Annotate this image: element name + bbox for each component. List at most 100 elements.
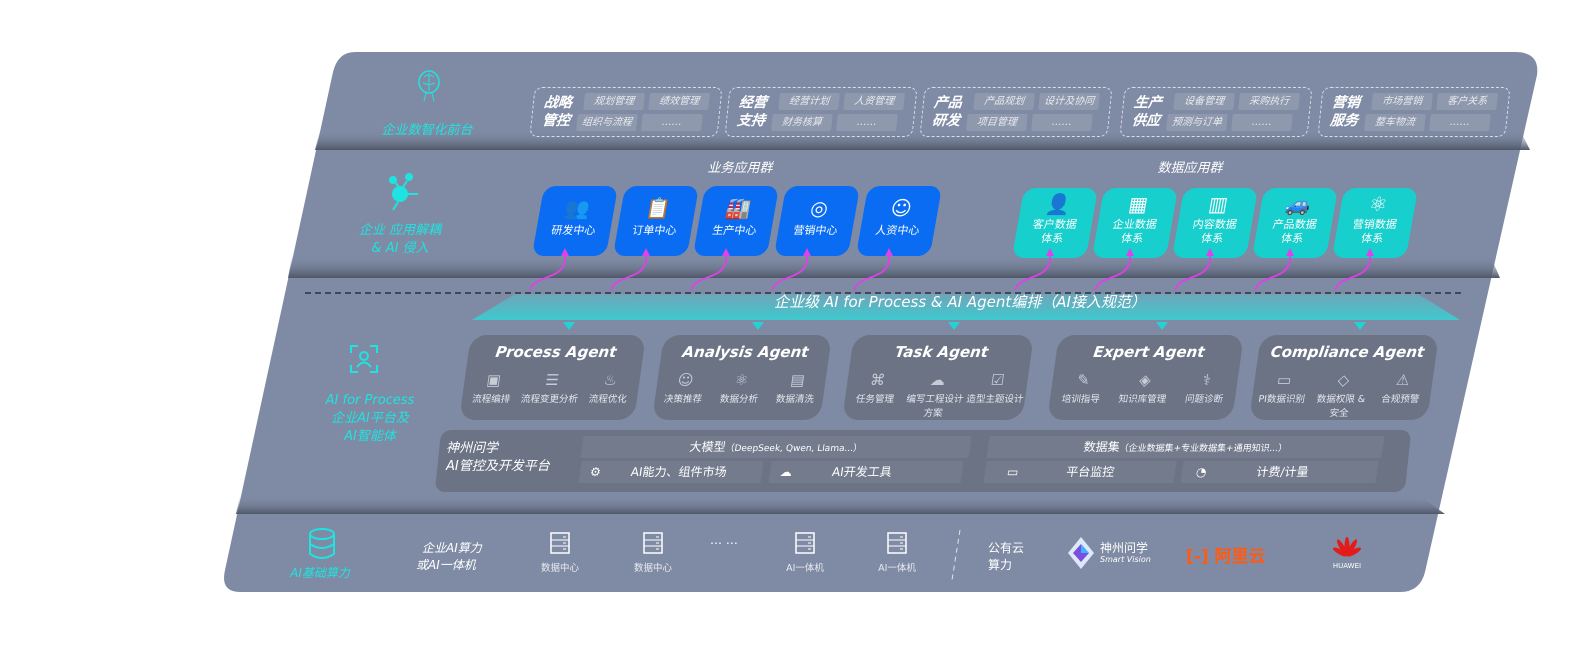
ai-connector-arrow (1334, 252, 1371, 291)
ai-connector-arrow (690, 252, 727, 291)
agent-capability[interactable]: ▭ PI数据识别 (1249, 369, 1315, 419)
server-icon (795, 532, 815, 554)
agent-card[interactable]: Expert Agent ✎ 培训指导 ◈ 知识库管理 ⚕ 问题诊断 (1047, 335, 1244, 420)
cloud-label: 公有云 算力 (988, 540, 1024, 574)
database-icon (306, 527, 338, 561)
ai-connector-arrow (1094, 252, 1131, 291)
platform-cell-billing[interactable]: ◔ 计费/计量 (1180, 461, 1379, 483)
capability-label: 决策推荐 (663, 394, 703, 405)
agent-capabilities: ▭ PI数据识别 ◇ 数据权限 & 安全 ⚠ 合规预警 (1249, 369, 1434, 419)
server-label: 数据中心 (540, 563, 579, 574)
capability-label: 合规预警 (1380, 394, 1421, 405)
platform-cell-monitor[interactable]: ▭ 平台监控 (983, 461, 1177, 483)
server-icon (643, 532, 663, 554)
aliyun-text: 阿里云 (1214, 547, 1266, 567)
platform-title-line2: AI管控及开发平台 (446, 459, 550, 474)
large-model-label: 大模型 (688, 440, 727, 454)
agent-name: Task Agent (893, 343, 990, 361)
ai-connector-arrow (1254, 252, 1291, 291)
apps-layer-label: 企业 应用解耦 & AI 侵入 (340, 222, 460, 258)
agent-capability[interactable]: ☰ 流程变更分析 (519, 369, 582, 405)
capability-label: 造型主题设计 (965, 394, 1025, 405)
platform-title: 神州问学 AI管控及开发平台 (446, 440, 550, 476)
down-arrow-icon (1354, 322, 1366, 330)
platform-cell-devtools[interactable]: ☁ AI开发工具 (768, 461, 964, 483)
capability-label: 数据清洗 (775, 394, 815, 405)
server-node: AI一体机 (867, 532, 927, 574)
agent-card[interactable]: Task Agent ⌘ 任务管理 ☁ 编写工程设计方案 ☑ 造型主题设计 (842, 335, 1034, 420)
agent-capability[interactable]: ⌘ 任务管理 (842, 369, 909, 419)
capability-label: 流程编排 (471, 394, 511, 405)
aliyun-mark-icon: [-] (1186, 547, 1209, 567)
onprem-line1: 企业AI算力 (422, 541, 482, 555)
capability-label: 数据分析 (719, 394, 759, 405)
large-model-bar[interactable]: 大模型（DeepSeek, Qwen, Llama...） (580, 436, 972, 458)
front-layer-label: 企业数智化前台 (381, 123, 473, 138)
agent-capability[interactable]: ⚕ 问题诊断 (1173, 369, 1238, 405)
agent-capability[interactable]: ◇ 数据权限 & 安全 (1308, 369, 1374, 419)
agent-capability[interactable]: ◈ 知识库管理 (1112, 369, 1177, 405)
doc-icon: ▤ (789, 371, 807, 389)
onprem-line2: 或AI一体机 (416, 558, 476, 572)
agent-capability[interactable]: ☁ 编写工程设计方案 (902, 369, 969, 419)
servers-ellipsis: … … (710, 533, 738, 547)
cloud-line2: 算力 (988, 558, 1013, 572)
capability-label: PI数据识别 (1257, 394, 1306, 405)
data-apps-title: 数据应用群 (1157, 161, 1223, 176)
huawei-petals-icon (1333, 537, 1361, 557)
alert-icon: ⚠ (1394, 371, 1411, 389)
capability-label: 任务管理 (855, 394, 895, 405)
connector-arrowhead (1366, 248, 1374, 256)
shield-icon: ◇ (1336, 371, 1351, 389)
huawei-logo: HUAWEI (1325, 536, 1369, 570)
apps-label-line1: 企业 应用解耦 (358, 223, 442, 238)
server-node: 数据中心 (623, 532, 683, 574)
chart-icon: ▣ (485, 371, 503, 389)
brain-icon (414, 68, 444, 102)
down-arrow-icon (1155, 322, 1168, 330)
agent-capability[interactable]: ✎ 培训指导 (1050, 369, 1115, 405)
connector-arrowhead (1206, 248, 1214, 256)
platform-cell-market[interactable]: ⚙ AI能力、组件市场 (578, 461, 764, 483)
agent-capability[interactable]: ♨ 流程优化 (578, 369, 641, 405)
connector-arrowhead (722, 248, 730, 256)
list-icon: ☰ (544, 371, 561, 389)
capability-label: 流程优化 (587, 394, 628, 405)
agent-card[interactable]: Analysis Agent ☺ 决策推荐 ⚛ 数据分析 ▤ 数据清洗 (652, 335, 832, 420)
platform-cell-label: AI开发工具 (831, 465, 893, 479)
ai-label-line3: AI智能体 (344, 429, 396, 444)
agent-capability[interactable]: ☑ 造型主题设计 (962, 369, 1029, 419)
agent-capability[interactable]: ⚛ 数据分析 (710, 369, 771, 405)
dataset-bar[interactable]: 数据集（企业数据集+专业数据集+通用知识...） (986, 436, 1385, 458)
capability-label: 编写工程设计方案 (905, 394, 965, 419)
agent-name: Analysis Agent (681, 343, 810, 361)
ai-connector-arrow (853, 252, 890, 291)
connector-arrowhead (642, 248, 650, 256)
agent-capabilities: ✎ 培训指导 ◈ 知识库管理 ⚕ 问题诊断 (1049, 369, 1239, 405)
connector-arrowhead (1046, 248, 1054, 256)
capability-label: 流程变更分析 (520, 394, 579, 405)
server-label: AI一体机 (878, 563, 916, 574)
agent-capability[interactable]: ⚠ 合规预警 (1368, 369, 1434, 419)
agent-capability[interactable]: ▣ 流程编排 (461, 369, 524, 405)
agent-name: Compliance Agent (1269, 343, 1426, 361)
onprem-label: 企业AI算力 或AI一体机 (416, 540, 482, 574)
connector-arrowhead (803, 248, 811, 256)
capability-label: 问题诊断 (1184, 394, 1224, 405)
connector-arrowhead (1286, 248, 1294, 256)
gauge-icon: ◔ (1195, 465, 1208, 479)
agent-capabilities: ☺ 决策推荐 ⚛ 数据分析 ▤ 数据清洗 (654, 369, 827, 405)
apps-label-line2: & AI 侵入 (371, 241, 429, 256)
smart-vision-en: Smart Vision (1100, 555, 1151, 564)
connector-arrowhead (561, 248, 569, 256)
agent-capability[interactable]: ☺ 决策推荐 (654, 369, 715, 405)
agent-capabilities: ▣ 流程编排 ☰ 流程变更分析 ♨ 流程优化 (461, 369, 641, 405)
agent-card[interactable]: Process Agent ▣ 流程编排 ☰ 流程变更分析 ♨ 流程优化 (459, 335, 646, 420)
dataset-note: （企业数据集+专业数据集+通用知识...） (1118, 444, 1288, 454)
huawei-text: HUAWEI (1332, 562, 1362, 570)
platform-cell-label: 计费/计量 (1255, 465, 1310, 479)
agent-capability[interactable]: ▤ 数据清洗 (766, 369, 827, 405)
ai-connector-arrow (1174, 252, 1211, 291)
down-arrow-icon (948, 322, 960, 330)
agent-card[interactable]: Compliance Agent ▭ PI数据识别 ◇ 数据权限 & 安全 ⚠ 合规预警 (1249, 335, 1439, 420)
